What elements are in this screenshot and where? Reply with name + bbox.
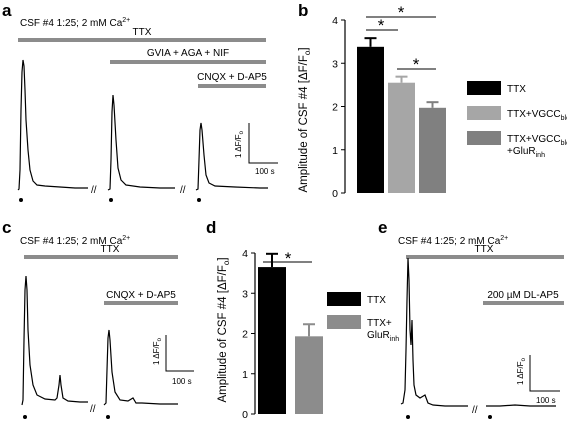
panel-b-legend-swatch-1 <box>467 106 501 120</box>
panel-a-vgcc-bar <box>110 60 266 64</box>
panel-c-stim-dot-2 <box>106 415 110 419</box>
panel-c-break: // <box>90 404 96 415</box>
panel-b-chart: 0 1 2 3 4 <box>332 15 446 200</box>
panel-d-ytick-label-4: 4 <box>242 248 248 260</box>
panel-c-glur-label: CNQX + D-AP5 <box>106 290 176 301</box>
panel-d-legend-swatch-1 <box>327 315 361 329</box>
panel-c-glur-bar <box>104 301 178 305</box>
panel-e-condition: CSF #4 1:25; 2 mM Ca2+ <box>398 235 508 247</box>
panel-b-bar-0 <box>357 46 384 193</box>
panel-a-label: a <box>2 1 12 20</box>
panel-d-ytick-label-2: 2 <box>242 329 248 341</box>
panel-d-ytick-label-0: 0 <box>242 409 248 421</box>
panel-a-trace-2 <box>107 94 175 191</box>
panel-c-scale-y: 1 ΔF/Fo <box>152 337 163 365</box>
panel-e-label: e <box>378 218 387 237</box>
panel-a-ttx-bar <box>18 38 266 42</box>
panel-a-trace-3 <box>195 122 268 191</box>
panel-b-ytick-label-4: 4 <box>332 15 338 27</box>
panel-b-legend-swatch-0 <box>467 81 501 95</box>
panel-b-legend-label-0: TTX <box>507 84 526 95</box>
panel-a-condition: CSF #4 1:25; 2 mM Ca2+ <box>20 17 130 29</box>
panel-c-ttx-bar <box>24 255 178 259</box>
panel-c-scale-bar <box>165 335 194 372</box>
panel-d-legend-label-0: TTX <box>367 295 386 306</box>
panel-c-condition: CSF #4 1:25; 2 mM Ca2+ <box>20 235 130 247</box>
panel-b-legend-label-2-line2: +GluRinh <box>507 146 545 159</box>
panel-d: d Amplitude of CSF #4 [ΔF/Fo] 0 1 2 3 4 * TT… <box>206 218 399 421</box>
panel-e-dlap5-bar <box>483 301 564 305</box>
panel-a-glur-label: CNQX + D-AP5 <box>197 72 267 83</box>
panel-b-ylabel: Amplitude of CSF #4 [ΔF/Fo] <box>298 47 312 192</box>
panel-a-scale-y: 1 ΔF/Fo <box>234 130 245 158</box>
panel-a: a CSF #4 1:25; 2 mM Ca2+ TTX GVIA + AGA … <box>2 1 278 202</box>
panel-d-bar-1 <box>295 336 323 414</box>
panel-b-legend-swatch-2 <box>467 131 501 145</box>
panel-e-stim-dot-2 <box>488 415 492 419</box>
panel-b-sig-star-2: * <box>378 16 385 35</box>
panel-a-break-1: // <box>91 185 97 196</box>
panel-a-scale-x: 100 s <box>255 167 275 176</box>
panel-b-significance: * * * <box>366 3 436 74</box>
panel-b-ytick-label-3: 3 <box>332 58 338 70</box>
panel-e-ttx-bar <box>406 255 564 259</box>
panel-d-sig-star: * <box>285 249 292 268</box>
panel-c-scale-x: 100 s <box>172 377 192 386</box>
panel-e-scale-bar <box>529 355 560 392</box>
panel-e-scale-x: 100 s <box>536 396 556 405</box>
panel-e-dlap5-label: 200 µM DL-AP5 <box>487 290 559 301</box>
panel-d-ytick-label-3: 3 <box>242 288 248 300</box>
panel-a-trace-1 <box>17 59 88 191</box>
panel-d-significance: * <box>263 249 312 268</box>
panel-e-break: // <box>472 405 478 416</box>
panel-c-trace-2 <box>103 329 178 406</box>
panel-c-trace-1 <box>21 275 88 406</box>
panel-a-scale-bar <box>248 123 278 164</box>
panel-c-label: c <box>2 218 11 237</box>
panel-d-label: d <box>206 218 216 237</box>
panel-a-stim-dot-1 <box>19 198 23 202</box>
panel-d-legend-swatch-0 <box>327 292 361 306</box>
panel-c: c CSF #4 1:25; 2 mM Ca2+ TTX CNQX + D-AP… <box>2 218 194 419</box>
panel-b-bar-1 <box>388 82 415 193</box>
panel-b-legend-label-1: TTX+VGCCblock <box>507 109 567 122</box>
panel-a-ttx-label: TTX <box>133 27 152 38</box>
panel-b-bar-2 <box>419 107 446 193</box>
panel-e-scale-y: 1 ΔF/Fo <box>516 357 527 385</box>
panel-a-stim-dot-2 <box>109 198 113 202</box>
panel-d-bar-0 <box>258 267 286 414</box>
panel-b-legend-label-2: TTX+VGCCblock <box>507 134 567 147</box>
panel-d-chart: 0 1 2 3 4 <box>242 248 323 421</box>
panel-a-break-2: // <box>180 185 186 196</box>
panel-d-legend-label-1-line2: GluRinh <box>367 330 399 343</box>
panel-e-trace-2 <box>486 404 556 407</box>
panel-a-glur-bar <box>198 84 266 88</box>
panel-b-ytick-label-2: 2 <box>332 102 338 114</box>
panel-d-legend: TTX TTX+GluRinh <box>327 292 399 343</box>
panel-a-vgcc-label: GVIA + AGA + NIF <box>147 48 229 59</box>
panel-b-ytick-label-1: 1 <box>332 145 338 157</box>
panel-e-stim-dot-1 <box>406 415 410 419</box>
panel-e-ttx-label: TTX <box>475 244 494 255</box>
panel-b: b Amplitude of CSF #4 [ΔF/Fo] 0 1 2 3 4 * * … <box>298 1 567 200</box>
panel-a-stim-dot-3 <box>197 198 201 202</box>
panel-d-ytick-label-1: 1 <box>242 369 248 381</box>
panel-e: e CSF #4 1:25; 2 mM Ca2+ TTX 200 µM DL-A… <box>378 218 564 419</box>
panel-c-stim-dot-1 <box>23 415 27 419</box>
panel-b-sig-star-3: * <box>413 55 420 74</box>
panel-d-legend-label-1: TTX+ <box>367 318 392 329</box>
panel-c-ttx-label: TTX <box>101 244 120 255</box>
panel-d-ylabel: Amplitude of CSF #4 [ΔF/Fo] <box>217 257 231 402</box>
panel-b-ytick-label-0: 0 <box>332 188 338 200</box>
panel-e-trace-1 <box>400 257 468 407</box>
panel-b-sig-star-1: * <box>398 3 405 22</box>
panel-b-label: b <box>298 1 308 20</box>
